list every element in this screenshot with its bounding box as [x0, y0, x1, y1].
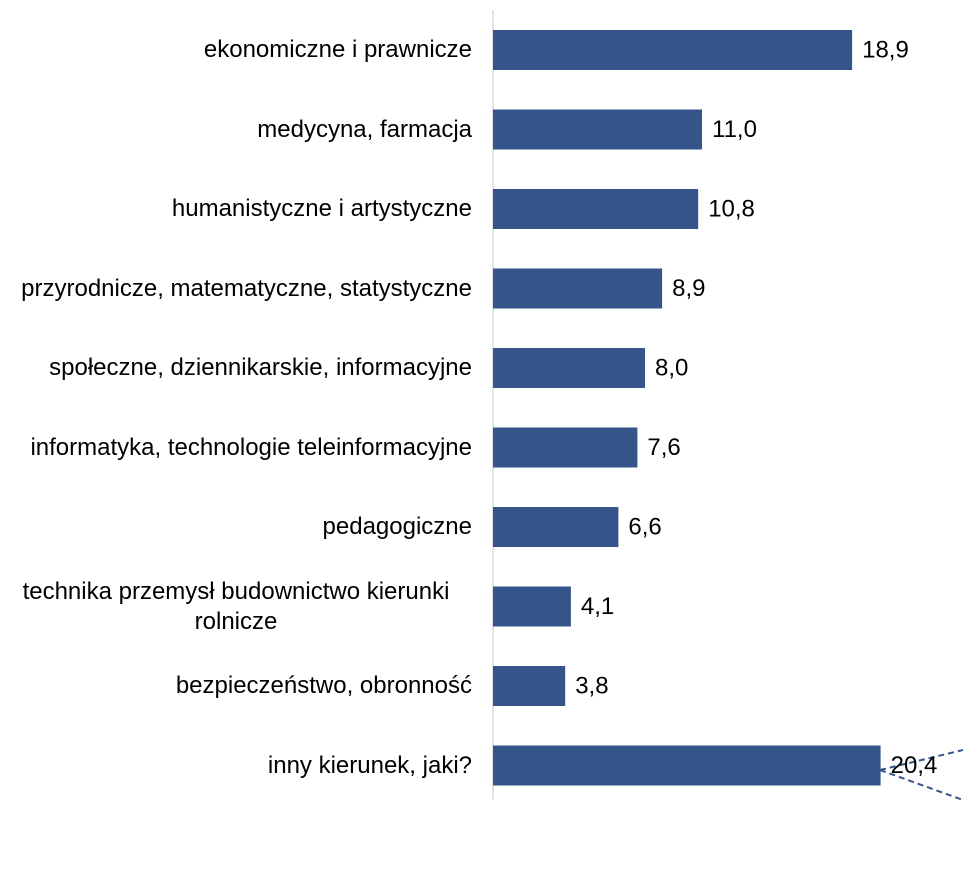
category-label: informatyka, technologie teleinformacyjn…	[30, 433, 472, 461]
value-label: 20,4	[891, 752, 938, 779]
value-label: 3,8	[575, 672, 608, 699]
category-label: ekonomiczne i prawnicze	[203, 36, 472, 63]
bar	[493, 30, 853, 70]
value-label: 10,8	[708, 195, 755, 222]
value-label: 4,1	[581, 593, 614, 620]
bar	[493, 586, 571, 627]
category-label-box: bezpieczeństwo, obronność	[0, 646, 472, 726]
category-label: medycyna, farmacja	[257, 115, 472, 143]
bar	[493, 507, 619, 547]
value-label: 8,9	[672, 275, 705, 302]
category-label-box: medycyna, farmacja	[0, 90, 472, 170]
value-label: 7,6	[647, 434, 680, 461]
value-label: 18,9	[862, 36, 909, 63]
category-label: bezpieczeństwo, obronność	[175, 672, 472, 699]
category-label-box: pedagogiczne	[0, 487, 472, 567]
category-label-box: inny kierunek, jaki?	[0, 726, 472, 806]
category-label-box: przyrodnicze, matematyczne, statystyczne	[0, 249, 472, 329]
category-label-box: społeczne, dziennikarskie, informacyjne	[0, 328, 472, 408]
bar	[493, 268, 663, 309]
category-label-box: technika przemysł budownictwo kierunki r…	[0, 567, 472, 647]
category-label: pedagogiczne	[322, 513, 472, 540]
bar	[493, 189, 699, 229]
category-label: inny kierunek, jaki?	[267, 751, 472, 779]
category-label-box: ekonomiczne i prawnicze	[0, 10, 472, 90]
value-label: 8,0	[655, 354, 688, 381]
bar	[493, 109, 702, 150]
decoration	[879, 749, 963, 801]
category-label: przyrodnicze, matematyczne, statystyczne	[21, 274, 472, 302]
category-label-box: informatyka, technologie teleinformacyjn…	[0, 408, 472, 488]
category-label: humanistyczne i artystyczne	[171, 195, 472, 222]
value-label: 6,6	[628, 513, 661, 540]
category-label-box: humanistyczne i artystyczne	[0, 169, 472, 249]
bar	[493, 745, 881, 786]
category-label: społeczne, dziennikarskie, informacyjne	[49, 354, 472, 381]
bar	[493, 666, 566, 706]
bar	[493, 427, 638, 468]
category-label: technika przemysł budownictwo kierunki r…	[22, 577, 450, 635]
value-label: 11,0	[712, 116, 757, 143]
bar	[493, 348, 645, 388]
